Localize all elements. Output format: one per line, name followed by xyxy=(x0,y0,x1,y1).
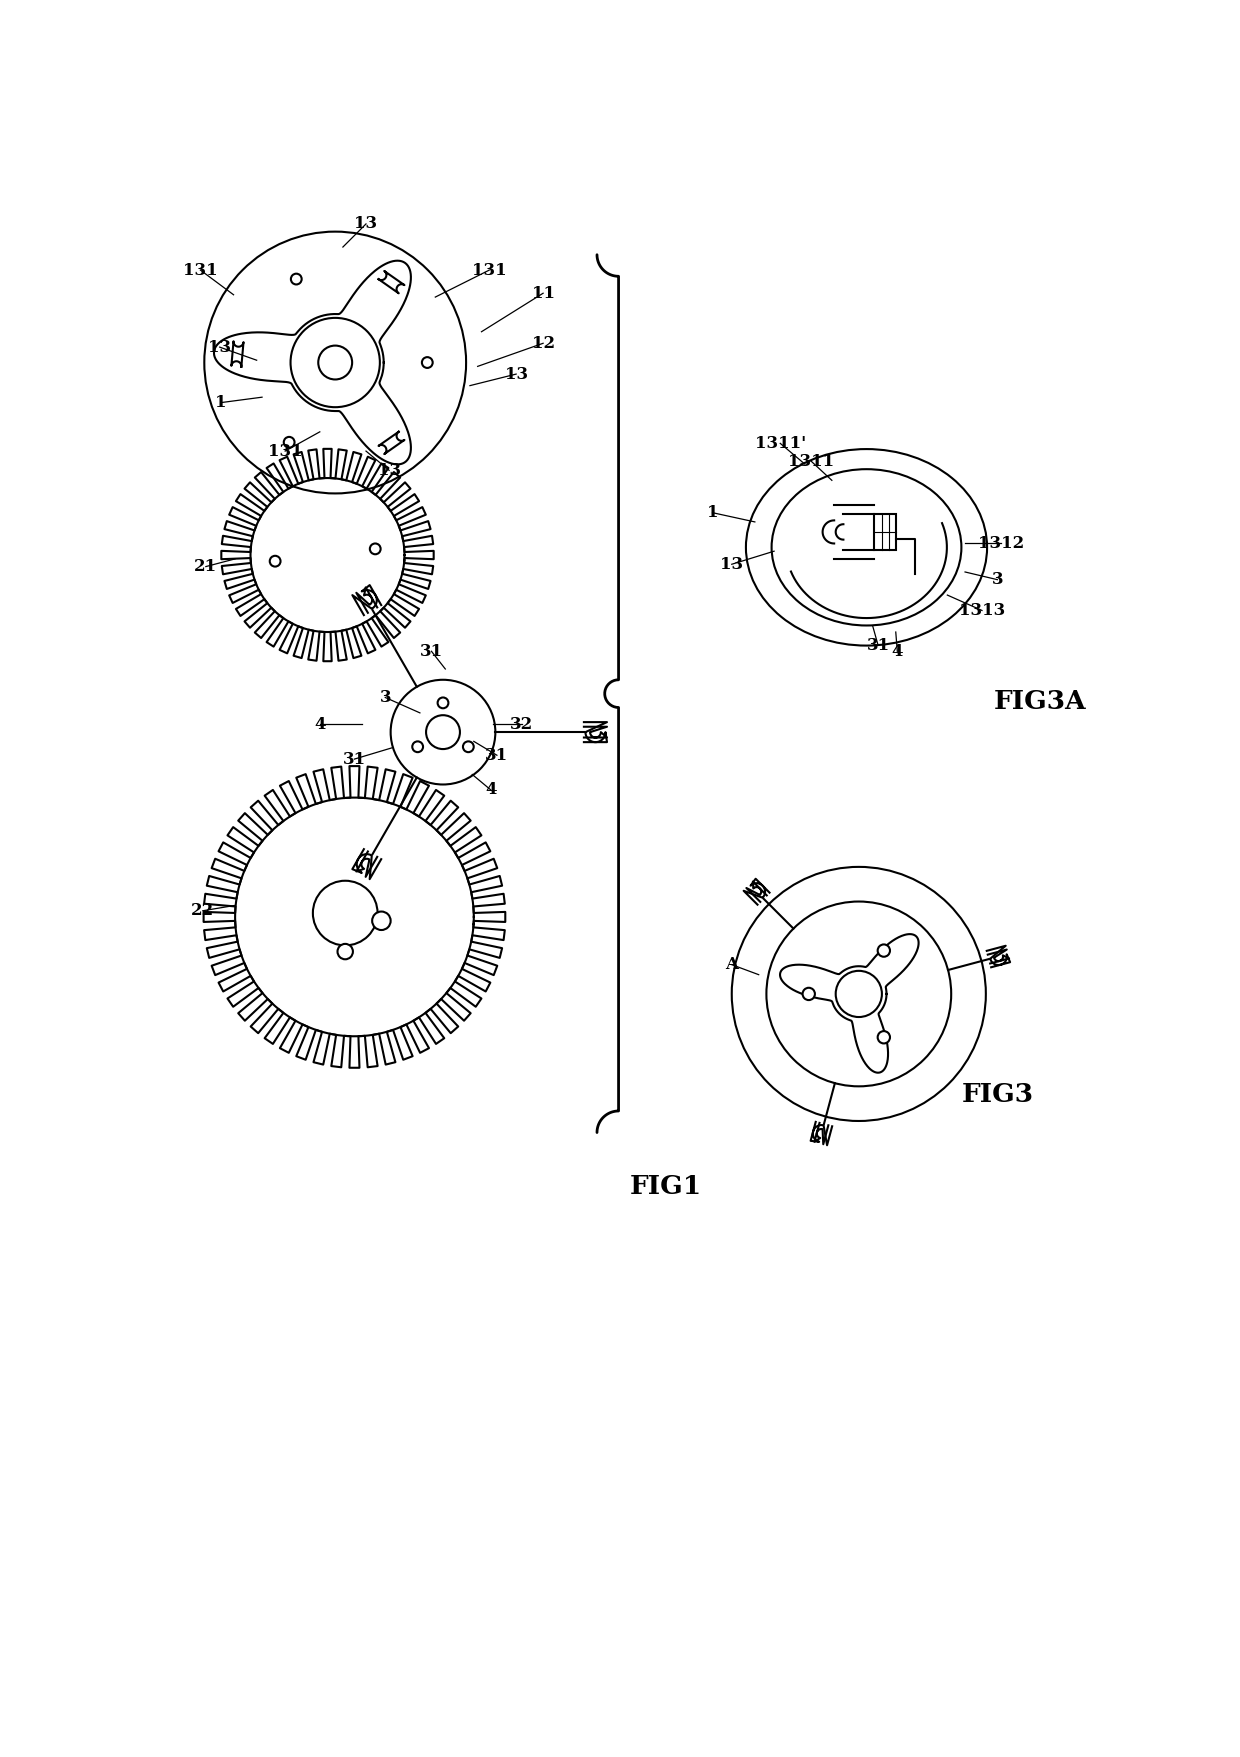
Text: 1311': 1311' xyxy=(755,436,806,452)
Circle shape xyxy=(463,741,474,752)
Ellipse shape xyxy=(771,469,961,625)
Circle shape xyxy=(836,972,882,1017)
Circle shape xyxy=(284,437,295,448)
Circle shape xyxy=(766,901,951,1086)
Circle shape xyxy=(878,1031,890,1044)
Text: 31: 31 xyxy=(867,636,889,654)
Text: 13: 13 xyxy=(377,462,401,480)
Circle shape xyxy=(270,555,280,566)
Circle shape xyxy=(319,346,352,380)
Circle shape xyxy=(427,715,460,748)
Text: 131: 131 xyxy=(184,262,218,279)
Text: A: A xyxy=(725,956,738,973)
Text: FIG1: FIG1 xyxy=(630,1174,702,1198)
Text: 3: 3 xyxy=(992,571,1003,589)
Text: 12: 12 xyxy=(532,336,554,351)
Text: 131: 131 xyxy=(472,262,506,279)
Text: 1: 1 xyxy=(216,394,227,411)
Circle shape xyxy=(391,680,495,784)
Bar xyxy=(874,515,897,550)
Text: 31: 31 xyxy=(420,643,443,661)
Text: 4: 4 xyxy=(314,715,326,733)
Text: 13: 13 xyxy=(208,339,232,355)
Text: 11: 11 xyxy=(532,285,554,302)
Text: 4: 4 xyxy=(485,782,496,798)
Text: 13: 13 xyxy=(505,365,528,383)
Circle shape xyxy=(291,274,301,285)
Text: 13: 13 xyxy=(355,216,377,232)
Text: 4: 4 xyxy=(892,643,903,661)
Circle shape xyxy=(412,741,423,752)
Ellipse shape xyxy=(746,450,987,645)
Text: 31: 31 xyxy=(343,750,366,768)
Text: FIG3A: FIG3A xyxy=(993,689,1086,713)
Circle shape xyxy=(422,357,433,367)
Circle shape xyxy=(438,698,449,708)
Text: 32: 32 xyxy=(510,715,533,733)
Text: 31: 31 xyxy=(485,747,508,764)
Circle shape xyxy=(732,866,986,1121)
Text: 131: 131 xyxy=(268,443,303,460)
Circle shape xyxy=(370,543,381,553)
Text: 1312: 1312 xyxy=(978,534,1024,552)
Text: FIG3: FIG3 xyxy=(961,1082,1033,1107)
Text: 1311: 1311 xyxy=(787,453,835,469)
Text: 1313: 1313 xyxy=(959,603,1006,618)
Text: 21: 21 xyxy=(195,559,217,575)
Circle shape xyxy=(802,987,815,1000)
Circle shape xyxy=(372,912,391,929)
Circle shape xyxy=(337,944,353,959)
Circle shape xyxy=(312,880,377,945)
Circle shape xyxy=(878,945,890,958)
Text: 22: 22 xyxy=(191,903,215,919)
Text: 1: 1 xyxy=(707,504,718,522)
Text: 3: 3 xyxy=(379,689,391,706)
Text: 13: 13 xyxy=(720,555,743,573)
Circle shape xyxy=(205,232,466,494)
Circle shape xyxy=(290,318,379,408)
